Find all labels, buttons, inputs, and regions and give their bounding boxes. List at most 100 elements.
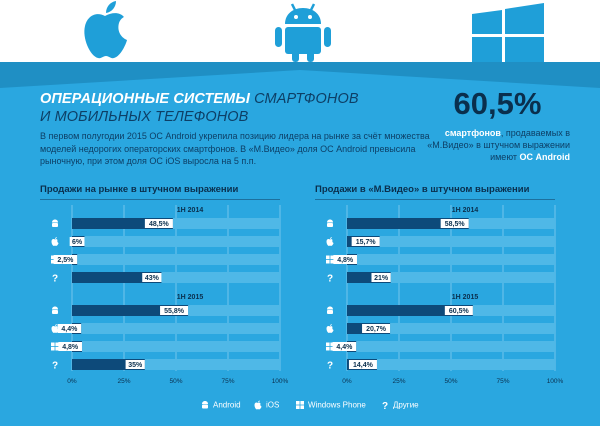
apple-icon: [51, 324, 59, 333]
question-glyph: ?: [327, 274, 333, 285]
android-body-shape: [327, 223, 333, 227]
highlight-description: смартфонов, продаваемых в «М.Видео» в шт…: [420, 127, 570, 163]
data-label-mvideo: 14,4%: [353, 362, 374, 369]
bar-track-market: [72, 323, 280, 334]
data-label-box-market: [125, 360, 145, 369]
bar-market: [72, 359, 145, 370]
question-icon: ?: [327, 361, 333, 372]
question-glyph: ?: [52, 361, 58, 372]
data-label-market: 55,8%: [164, 308, 185, 315]
windows-pane-shape: [55, 346, 59, 351]
page-title: ОПЕРАЦИОННЫЕ СИСТЕМЫ СМАРТФОНОВ И МОБИЛЬ…: [40, 90, 359, 126]
data-label-mvideo: 21%: [374, 275, 389, 282]
android-body-shape: [52, 310, 58, 314]
chart-separator-mvideo: [315, 199, 555, 200]
legend-label-other: Другие: [393, 400, 419, 410]
data-label-mvideo: 4,4%: [336, 344, 353, 351]
data-label-box-mvideo: [333, 255, 357, 264]
windows-pane-shape: [330, 259, 334, 264]
legend-item-windows: Windows Phone: [295, 400, 366, 410]
bar-mvideo: [347, 305, 473, 316]
bar-mvideo: [347, 218, 469, 229]
bar-track-mvideo: [347, 272, 555, 283]
android-icon: [202, 401, 208, 409]
highlight-bold-2: ОС Android: [519, 152, 571, 162]
data-label-box-market: [69, 237, 85, 246]
android-icon: [327, 306, 333, 314]
chart-separator-market: [40, 199, 280, 200]
apple-icon: [326, 324, 334, 333]
windows-pane-shape: [326, 346, 330, 351]
tick-label-market: 50%: [169, 378, 182, 385]
android-head-shape: [52, 306, 58, 310]
data-label-market: 43%: [145, 275, 160, 282]
tick-label-mvideo: 25%: [392, 378, 405, 385]
data-label-box-mvideo: [362, 324, 391, 333]
tick-label-market: 75%: [221, 378, 234, 385]
title-bold: ОПЕРАЦИОННЫЕ СИСТЕМЫ: [40, 91, 250, 107]
apple-icon: [254, 400, 262, 410]
windows-pane-shape: [326, 255, 330, 260]
windows-pane-shape: [326, 342, 330, 347]
data-label-box-mvideo: [332, 342, 357, 351]
bar-track-market: [72, 254, 280, 265]
data-label-market: 2,5%: [57, 257, 74, 264]
apple-body-shape: [326, 326, 334, 333]
android-body-shape: [52, 223, 58, 227]
question-icon: ?: [382, 401, 388, 410]
bar-mvideo: [347, 272, 391, 283]
windows-pane-shape: [51, 342, 55, 347]
legend-item-ios: iOS: [253, 400, 279, 410]
chart-title-mvideo: Продажи в «М.Видео» в штучном выражении: [315, 184, 530, 195]
tick-label-market: 0%: [67, 378, 77, 385]
bar-track-mvideo: [347, 341, 555, 352]
apple-leaf-shape: [330, 324, 332, 326]
bar-track-mvideo: [347, 236, 555, 247]
windows-icon: [326, 342, 334, 351]
data-label-box-market: [144, 219, 173, 228]
data-label-market: 4,4%: [61, 326, 78, 333]
data-label-box-market: [53, 255, 78, 264]
tick-label-market: 100%: [272, 378, 289, 385]
data-label-market: 48,5%: [149, 221, 170, 228]
android-icon: [52, 306, 58, 314]
series-label-market: 1H 2015: [177, 294, 204, 301]
windows-pane-shape: [51, 259, 55, 264]
bar-track-mvideo: [347, 359, 555, 370]
apple-body-shape: [51, 239, 59, 246]
data-label-mvideo: 20,7%: [366, 326, 387, 333]
bar-track-market: [72, 341, 280, 352]
chart-title-market: Продажи на рынке в штучном выражении: [40, 184, 239, 195]
title-light-1: СМАРТФОНОВ: [254, 91, 359, 107]
series-label-market: 1H 2014: [177, 207, 204, 214]
android-head-shape: [327, 219, 333, 223]
question-glyph: ?: [52, 274, 58, 285]
android-logo-icon: [275, 3, 331, 62]
apple-logo-icon: [84, 1, 127, 59]
tick-label-mvideo: 75%: [496, 378, 509, 385]
legend-item-other: ? Другие: [380, 400, 419, 411]
apple-icon: [51, 237, 59, 246]
highlight-bold: смартфонов: [444, 128, 501, 138]
data-label-mvideo: 4,8%: [337, 257, 354, 264]
bar-market: [72, 218, 173, 229]
bar-market: [72, 305, 189, 316]
question-glyph: ?: [327, 361, 333, 372]
windows-pane-shape: [330, 342, 334, 347]
data-label-box-mvideo: [371, 273, 391, 282]
series-label-mvideo: 1H 2015: [452, 294, 479, 301]
apple-icon: [326, 237, 334, 246]
data-label-box-mvideo: [440, 219, 469, 228]
bar-track-market: [72, 359, 280, 370]
apple-leaf-shape: [55, 237, 57, 239]
data-label-mvideo: 58,5%: [445, 221, 466, 228]
data-label-market: 4,8%: [62, 344, 79, 351]
apple-leaf-shape: [330, 237, 332, 239]
tick-label-mvideo: 0%: [342, 378, 352, 385]
android-head-shape: [327, 306, 333, 310]
tick-label-mvideo: 50%: [444, 378, 457, 385]
windows-pane-shape: [51, 255, 55, 260]
windows-pane-shape: [330, 255, 334, 260]
apple-leaf-shape: [55, 324, 57, 326]
question-icon: ?: [327, 274, 333, 285]
